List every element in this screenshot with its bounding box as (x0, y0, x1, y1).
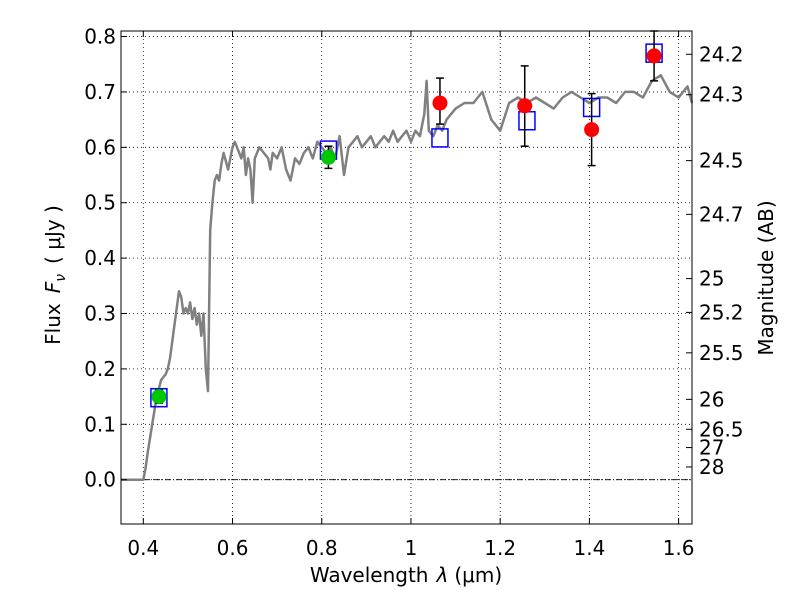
x-axis-label-symbol: λ (436, 563, 449, 587)
y-axis-label-symbol: F (41, 281, 65, 293)
y-axis-label-text: Flux (41, 303, 65, 345)
mag-tick-label: 26.5 (699, 417, 744, 441)
green-data-point (320, 149, 336, 165)
x-axis-label-unit: (μm) (454, 563, 502, 587)
x-tick-label: 1.6 (663, 536, 695, 560)
mag-tick-label: 24.5 (699, 149, 744, 173)
x-tick-label: 0.8 (306, 536, 338, 560)
red-data-point (646, 48, 662, 64)
mag-tick-label: 25 (699, 267, 724, 291)
ticks-layer: 0.4 0.6 0.8 1 1.2 1.4 1.6 0.0 0.1 0.2 0.3 0.4 0.5 0.6… (84, 25, 743, 560)
mag-tick-label: 24.3 (699, 83, 744, 107)
model-photometry-square (150, 387, 168, 408)
x-tick-label: 1.2 (484, 536, 516, 560)
y-tick-label: 0.2 (84, 357, 116, 381)
mag-tick-label: 27 (699, 436, 724, 460)
y-tick-label: 0.7 (84, 80, 116, 104)
red-data-point (517, 98, 533, 114)
y-tick-label: 0.5 (84, 191, 116, 215)
y-tick-label: 0.0 (84, 468, 116, 492)
green-data-point (151, 389, 167, 405)
red-data-point (584, 122, 600, 138)
y-tick-label: 0.6 (84, 135, 116, 159)
y-axis-label: Flux Fν ( μJy ) (41, 205, 69, 345)
y-tick-label: 0.8 (84, 25, 116, 49)
x-tick-label: 0.6 (217, 536, 249, 560)
mag-tick-label: 24.7 (699, 202, 744, 226)
mag-tick-label: 25.2 (699, 300, 744, 324)
x-axis-label-text: Wavelength (310, 563, 429, 587)
plot-frame (120, 30, 693, 525)
x-tick-label: 1 (405, 536, 418, 560)
mag-tick-label: 24.2 (699, 42, 744, 66)
y-axis-label-subscript: ν (53, 274, 69, 282)
points-layer (150, 30, 663, 408)
x-axis-label: Wavelength λ (μm) (310, 563, 502, 587)
y-tick-label: 0.3 (84, 302, 116, 326)
x-tick-label: 0.4 (127, 536, 159, 560)
spectrum-layer (121, 74, 694, 481)
y-axis-label-unit: ( μJy ) (41, 205, 65, 264)
y-tick-label: 0.4 (84, 246, 116, 270)
mag-tick-label: 26 (699, 387, 724, 411)
model-photometry-square (431, 128, 449, 148)
model-photometry-square (518, 110, 536, 131)
mag-tick-label: 28 (699, 455, 724, 479)
y-tick-label: 0.1 (84, 412, 116, 436)
grid-layer (121, 31, 692, 524)
right-axis-label: Magnitude (AB) (754, 200, 778, 355)
x-tick-label: 1.4 (573, 536, 605, 560)
model-spectrum-line (121, 74, 694, 481)
mag-tick-label: 25.5 (699, 341, 744, 365)
red-data-point (432, 95, 448, 111)
